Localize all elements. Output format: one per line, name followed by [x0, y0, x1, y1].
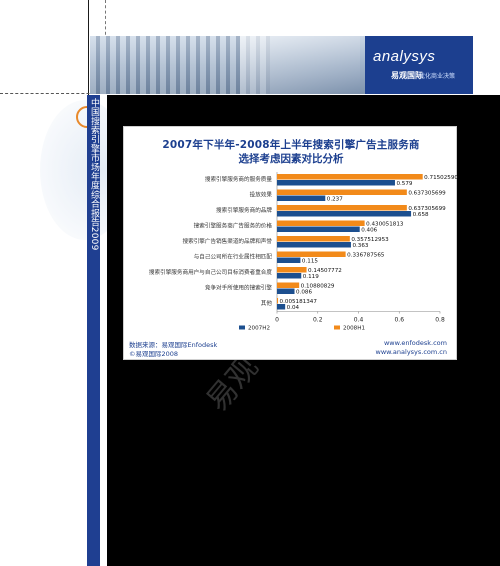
copyright-note: ©易观国际2008 — [129, 350, 179, 358]
chart-card: 2007年下半年-2008年上半年搜索引擎广告主服务商 选择考虑因素对比分析 搜… — [123, 126, 458, 360]
logo-word: analysys — [373, 48, 436, 65]
bar-2007h2 — [277, 273, 302, 279]
data-label-2008h1: 0.10880829 — [301, 283, 335, 289]
bar-2008h1 — [277, 205, 407, 211]
category-label: 搜索引擎服务商用户与自己公司目标消费者重合度 — [149, 268, 272, 276]
bar-2008h1 — [277, 236, 350, 242]
data-label-2007h2: 0.115 — [302, 258, 318, 264]
data-label-2007h2: 0.086 — [296, 289, 312, 295]
logo-tagline: 优化商业决策 — [419, 73, 456, 80]
chart-subtitle: 选择考虑因素对比分析 — [238, 153, 344, 165]
data-label-2008h1: 0.005181347 — [280, 299, 318, 305]
category-label: 搜索引擎服务商广告服务的价格 — [194, 222, 273, 230]
side-strip-text: 中国搜索引擎市场年度综合报告2009 — [89, 98, 99, 251]
bar-2007h2 — [277, 242, 351, 248]
category-label: 搜索引擎服务商的品牌 — [216, 206, 272, 214]
bar-2007h2 — [277, 257, 301, 263]
category-label: 搜索引擎广告销售渠道的品牌和声誉 — [182, 237, 272, 245]
bar-2008h1 — [277, 220, 365, 226]
data-label-2007h2: 0.579 — [396, 181, 412, 187]
data-label-2008h1: 0.637305699 — [408, 190, 446, 196]
category-label: 其他 — [261, 299, 273, 307]
bar-2008h1 — [277, 298, 279, 304]
x-tick-label: 0.6 — [394, 317, 404, 324]
crop-guide-horizontal — [0, 93, 120, 94]
category-label: 竞争对手所使用的搜索引擎 — [205, 284, 273, 292]
data-label-2008h1: 0.14507772 — [308, 268, 342, 274]
bar-2007h2 — [277, 304, 286, 310]
bar-2008h1 — [277, 267, 307, 273]
bar-2008h1 — [277, 282, 300, 288]
data-label-2007h2: 0.119 — [303, 274, 319, 280]
data-label-2008h1: 0.637305699 — [408, 206, 446, 212]
data-label-2008h1: 0.336787565 — [347, 252, 385, 258]
legend-swatch-2008h1 — [334, 325, 340, 330]
data-label-2007h2: 0.04 — [287, 305, 300, 311]
legend-label-2008h1: 2008H1 — [343, 326, 365, 332]
bar-2007h2 — [277, 180, 395, 186]
data-label-2007h2: 0.658 — [413, 212, 429, 218]
bar-2007h2 — [277, 288, 295, 294]
category-label: 投放效果 — [250, 191, 273, 199]
category-label: 与自己公司所在行业属性相匹配 — [194, 253, 273, 261]
side-strip — [87, 95, 100, 566]
source-note: 数据来源：易观国际Enfodesk — [129, 341, 218, 349]
data-label-2007h2: 0.237 — [327, 196, 343, 202]
bar-2007h2 — [277, 195, 326, 201]
data-label-2008h1: 0.715025907 — [424, 175, 458, 181]
bar-2007h2 — [277, 226, 360, 232]
analysys-url[interactable]: www.analysys.com.cn — [375, 348, 447, 356]
bar-2008h1 — [277, 189, 407, 195]
x-tick-label: 0 — [275, 317, 279, 324]
bar-2008h1 — [277, 174, 423, 180]
data-label-2008h1: 0.430051813 — [366, 221, 404, 227]
banner-sky-image — [240, 36, 360, 94]
crop-guide-top — [105, 0, 106, 40]
logo-cn: 易观国际 — [391, 71, 423, 80]
legend-swatch-2007h2 — [239, 325, 245, 330]
data-label-2007h2: 0.406 — [361, 227, 377, 233]
analysys-logo: analysys 易观国际 优化商业决策 — [365, 36, 473, 94]
x-tick-label: 0.8 — [435, 317, 445, 324]
bar-2007h2 — [277, 211, 412, 217]
chart-title: 2007年下半年-2008年上半年搜索引擎广告主服务商 — [162, 139, 420, 151]
bar-2008h1 — [277, 251, 346, 257]
enfodesk-url[interactable]: www.enfodesk.com — [383, 339, 447, 347]
data-label-2008h1: 0.357512953 — [351, 237, 389, 243]
legend-label-2007h2: 2007H2 — [248, 326, 270, 332]
category-label: 搜索引擎服务商的服务质量 — [205, 175, 273, 183]
x-tick-label: 0.2 — [313, 317, 323, 324]
bar-chart: 搜索引擎服务商的服务质量 0.715025907 0.579 投放效果 0.637305… — [149, 172, 458, 332]
data-label-2007h2: 0.363 — [352, 243, 368, 249]
x-tick-label: 0.4 — [354, 317, 364, 324]
